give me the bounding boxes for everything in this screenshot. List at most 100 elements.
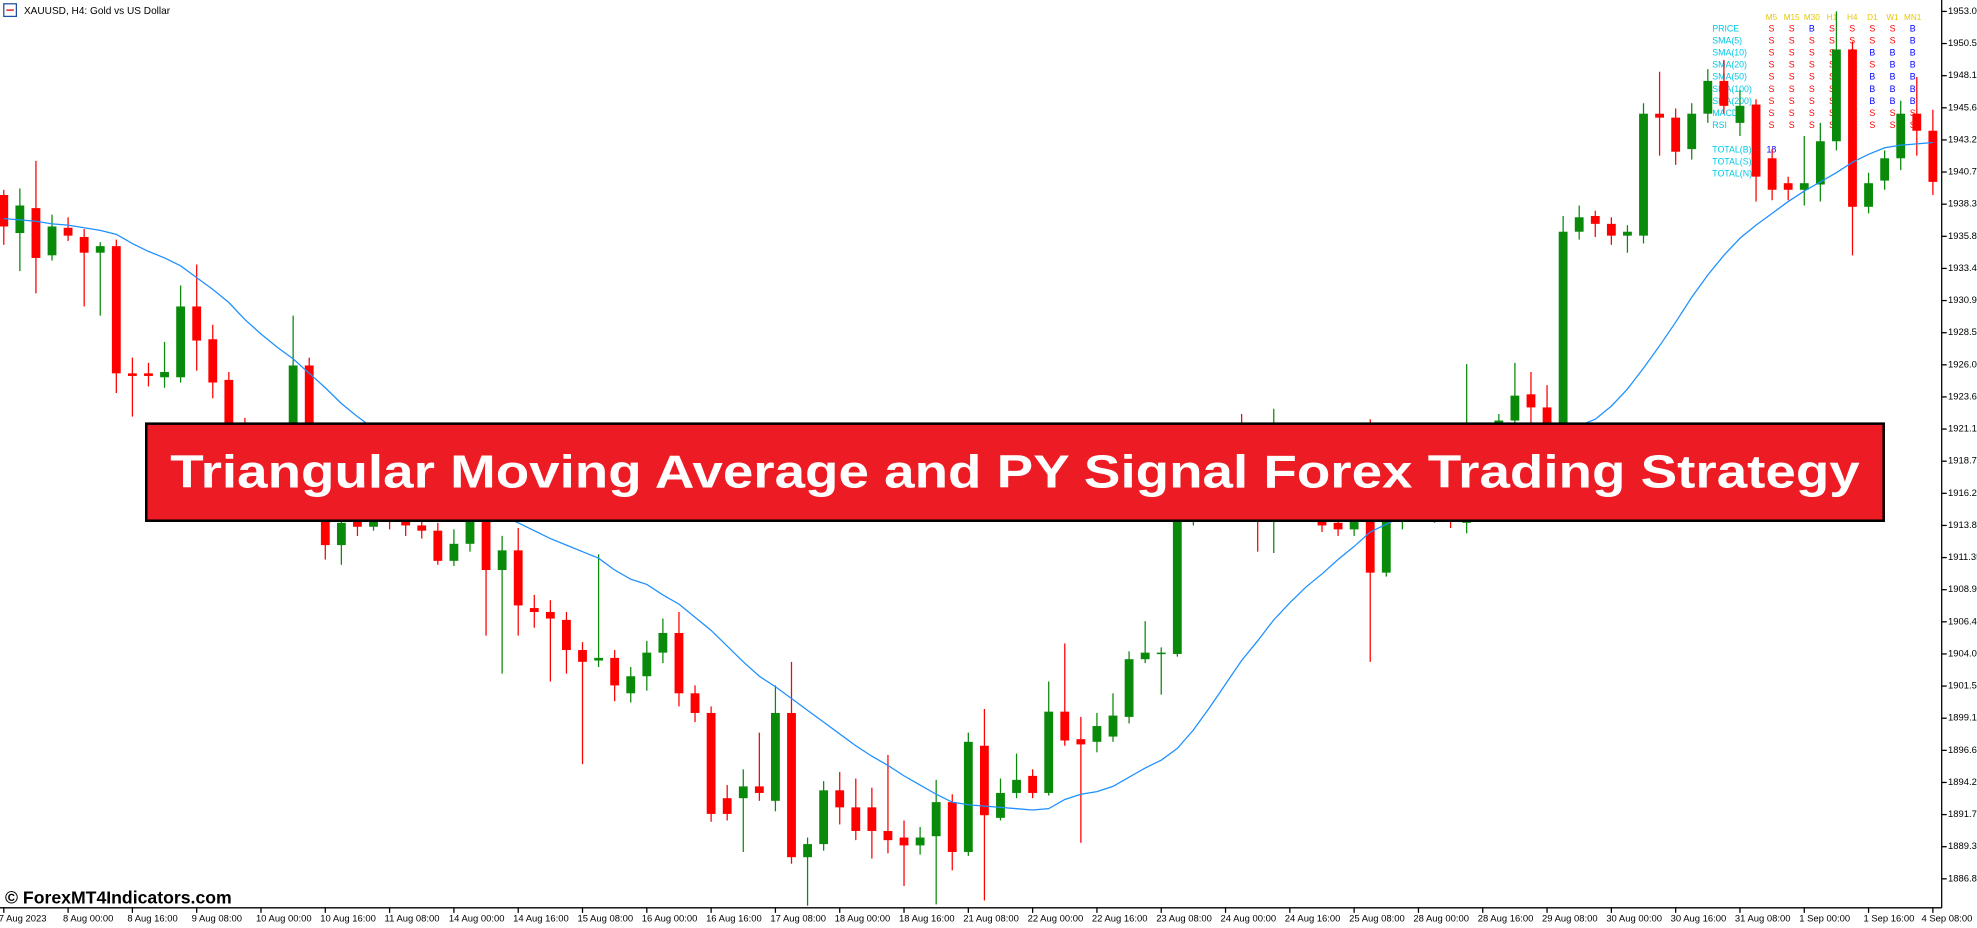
panel-column-header: M15 bbox=[1784, 13, 1800, 22]
x-tick-label: 17 Aug 08:00 bbox=[770, 914, 826, 925]
panel-signal: B bbox=[1910, 60, 1916, 70]
y-tick-label: 1906.45 bbox=[1948, 616, 1977, 627]
x-tick-label: 28 Aug 16:00 bbox=[1478, 914, 1534, 925]
y-tick-label: 1940.75 bbox=[1948, 167, 1977, 178]
candle-body bbox=[754, 786, 764, 793]
candle-body bbox=[95, 246, 105, 253]
candle-body bbox=[417, 525, 427, 531]
candle-body bbox=[1799, 183, 1809, 190]
candle-body bbox=[1542, 407, 1552, 428]
x-tick-label: 4 Sep 08:00 bbox=[1922, 914, 1973, 925]
panel-signal: S bbox=[1890, 108, 1896, 118]
candle-body bbox=[111, 246, 121, 374]
x-tick-label: 28 Aug 00:00 bbox=[1413, 914, 1469, 925]
y-tick-label: 1933.40 bbox=[1948, 263, 1977, 274]
y-tick-label: 1948.10 bbox=[1948, 70, 1977, 81]
x-tick-label: 31 Aug 08:00 bbox=[1735, 914, 1791, 925]
candle-body bbox=[1510, 395, 1520, 421]
y-tick-label: 1916.25 bbox=[1948, 488, 1977, 499]
candle-body bbox=[513, 550, 523, 606]
candle-body bbox=[1639, 113, 1648, 236]
x-tick-label: 25 Aug 08:00 bbox=[1349, 914, 1405, 925]
candle-body bbox=[465, 516, 475, 544]
panel-signal: S bbox=[1869, 23, 1875, 33]
panel-row-label: SMA(50) bbox=[1712, 72, 1747, 82]
x-tick-label: 16 Aug 16:00 bbox=[706, 914, 762, 925]
panel-signal: B bbox=[1910, 23, 1916, 33]
candle-body bbox=[1590, 215, 1600, 224]
candle-body bbox=[1687, 113, 1697, 150]
candle-body bbox=[658, 632, 668, 653]
panel-signal: S bbox=[1869, 120, 1875, 130]
candle-body bbox=[1172, 516, 1182, 654]
panel-signal: S bbox=[1769, 72, 1775, 82]
y-tick-label: 1945.65 bbox=[1948, 102, 1977, 113]
candle-body bbox=[1832, 49, 1841, 142]
candle-body bbox=[1092, 726, 1102, 742]
moving-average-line bbox=[3, 141, 1933, 811]
panel-signal: B bbox=[1869, 84, 1875, 94]
x-tick-label: 29 Aug 08:00 bbox=[1542, 914, 1598, 925]
candle-body bbox=[1735, 105, 1745, 123]
candle-body bbox=[1156, 652, 1166, 655]
candle-body bbox=[47, 226, 57, 256]
candle-body bbox=[899, 837, 909, 846]
y-tick-label: 1918.70 bbox=[1948, 456, 1977, 467]
candle-body bbox=[1381, 514, 1391, 573]
x-tick-label: 18 Aug 00:00 bbox=[835, 914, 891, 925]
candle-body bbox=[1655, 113, 1664, 118]
candle-body bbox=[1864, 183, 1873, 207]
panel-signal: S bbox=[1849, 35, 1855, 45]
candle-body bbox=[529, 608, 539, 612]
panel-signal: S bbox=[1789, 120, 1795, 130]
candle-body bbox=[320, 503, 330, 546]
y-tick-label: 1943.20 bbox=[1948, 134, 1977, 145]
candle-body bbox=[578, 650, 587, 662]
candle-body bbox=[1767, 158, 1777, 190]
candle-body bbox=[481, 516, 491, 571]
candle-body bbox=[642, 652, 652, 677]
candle-body bbox=[127, 373, 137, 376]
candle-body bbox=[1333, 522, 1343, 530]
candle-body bbox=[1928, 130, 1938, 182]
candle-body bbox=[176, 306, 186, 378]
panel-signal: S bbox=[1769, 120, 1775, 130]
candle-body bbox=[996, 792, 1005, 818]
x-tick-label: 8 Aug 16:00 bbox=[127, 914, 177, 925]
panel-signal: S bbox=[1869, 60, 1875, 70]
y-tick-label: 1950.55 bbox=[1948, 38, 1977, 49]
x-tick-label: 22 Aug 00:00 bbox=[1028, 914, 1084, 925]
panel-signal: B bbox=[1869, 96, 1875, 106]
panel-signal: S bbox=[1769, 108, 1775, 118]
panel-signal: B bbox=[1910, 96, 1916, 106]
candle-body bbox=[690, 693, 700, 713]
candle-body bbox=[1848, 49, 1857, 207]
candle-body bbox=[1719, 80, 1729, 106]
candle-body bbox=[979, 745, 989, 816]
panel-signal: B bbox=[1910, 48, 1916, 58]
candle-body bbox=[1365, 503, 1375, 573]
x-tick-label: 14 Aug 16:00 bbox=[513, 914, 569, 925]
panel-signal: S bbox=[1829, 35, 1835, 45]
panel-signal: B bbox=[1910, 35, 1916, 45]
panel-signal: S bbox=[1809, 60, 1815, 70]
candle-body bbox=[160, 372, 169, 378]
candle-body bbox=[1606, 223, 1616, 236]
panel-column-header: W1 bbox=[1886, 13, 1899, 22]
y-tick-label: 1928.50 bbox=[1948, 327, 1977, 338]
candle-body bbox=[963, 741, 973, 852]
y-tick-label: 1901.55 bbox=[1948, 681, 1977, 692]
panel-signal: S bbox=[1910, 108, 1916, 118]
candle-body bbox=[883, 830, 893, 841]
panel-row-label: SMA(20) bbox=[1712, 60, 1747, 70]
x-tick-label: 1 Sep 00:00 bbox=[1799, 914, 1850, 925]
y-tick-label: 1935.85 bbox=[1948, 231, 1977, 242]
panel-signal: S bbox=[1869, 108, 1875, 118]
candle-body bbox=[610, 657, 620, 686]
panel-signal: S bbox=[1789, 108, 1795, 118]
candle-body bbox=[433, 530, 443, 561]
panel-row-label: SMA(10) bbox=[1712, 48, 1747, 58]
panel-signal: S bbox=[1809, 35, 1815, 45]
y-tick-label: 1930.95 bbox=[1948, 295, 1977, 306]
